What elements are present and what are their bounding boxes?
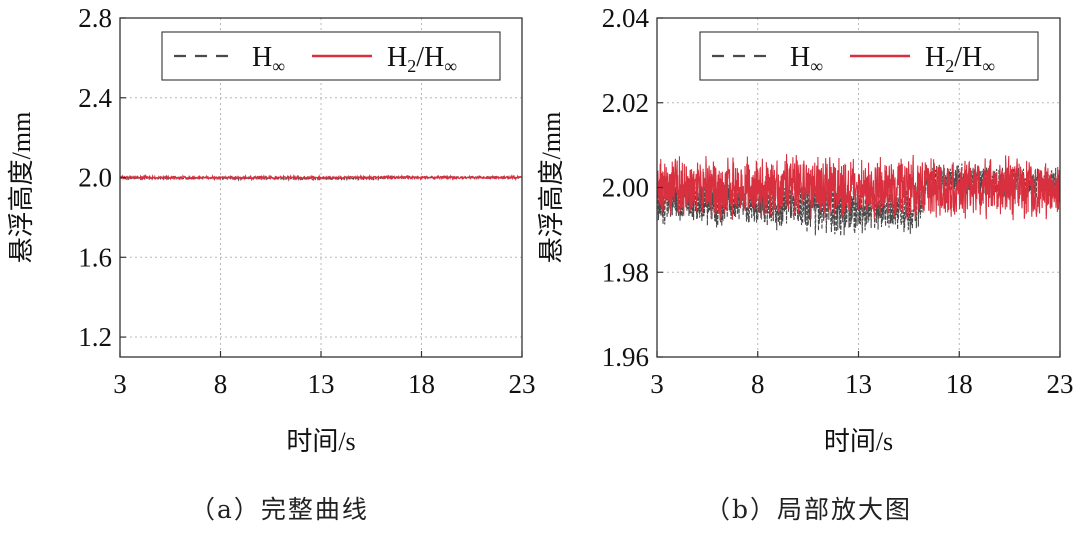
chart-b-x-tick-label: 18 bbox=[946, 369, 973, 399]
chart-a-y-tick-label: 2.0 bbox=[78, 163, 112, 193]
caption-a: （a）完整曲线 bbox=[190, 495, 369, 524]
chart-a-x-tick-label: 13 bbox=[308, 369, 335, 399]
chart-b-x-tick-label: 8 bbox=[751, 369, 765, 399]
chart-b-series-group bbox=[657, 154, 1060, 236]
chart-b-x-tick-label: 13 bbox=[845, 369, 872, 399]
chart-b-legend: H∞ H2/H∞ bbox=[699, 31, 1039, 81]
chart-a-legend-label-h2-h-inf: H2/H∞ bbox=[387, 42, 457, 76]
chart-b: 3 8 13 18 23 1.96 1.98 2.00 2.02 2.04 时间/s 悬浮高度/mm H… bbox=[537, 3, 1074, 456]
chart-a-x-tick-label: 3 bbox=[113, 369, 127, 399]
chart-b-x-axis-label: 时间/s bbox=[824, 427, 893, 456]
chart-a-legend: H∞ H2/H∞ bbox=[161, 31, 501, 81]
chart-b-legend-label-h-inf: H∞ bbox=[790, 42, 823, 76]
chart-b-y-axis-label: 悬浮高度/mm bbox=[537, 112, 566, 264]
chart-a-series-h2-h-inf bbox=[120, 173, 522, 182]
chart-b-y-tick-label: 2.00 bbox=[602, 173, 649, 203]
chart-b-y-tick-label: 2.02 bbox=[602, 88, 649, 118]
caption-b: （b）局部放大图 bbox=[705, 495, 913, 524]
chart-a-x-tick-label: 8 bbox=[214, 369, 228, 399]
chart-b-series-h2-h-inf bbox=[657, 154, 1060, 221]
chart-b-y-tick-label: 1.96 bbox=[602, 342, 649, 372]
chart-a-y-tick-label: 2.8 bbox=[78, 3, 112, 33]
chart-a-y-tick-label: 1.6 bbox=[78, 242, 112, 272]
chart-a-x-tick-label: 23 bbox=[509, 369, 536, 399]
chart-b-legend-label-h2-h-inf: H2/H∞ bbox=[925, 42, 995, 76]
chart-b-x-tick-label: 3 bbox=[650, 369, 664, 399]
chart-a-legend-label-h-inf: H∞ bbox=[252, 42, 285, 76]
chart-a-y-tick-label: 2.4 bbox=[78, 83, 112, 113]
chart-a-series-group bbox=[120, 173, 522, 182]
chart-a-x-axis-label: 时间/s bbox=[286, 427, 355, 456]
chart-b-x-tick-label: 23 bbox=[1047, 369, 1074, 399]
chart-b-y-tick-label: 1.98 bbox=[602, 257, 649, 287]
chart-b-y-tick-label: 2.04 bbox=[602, 3, 650, 33]
chart-a: 3 8 13 18 23 1.2 1.6 2.0 2.4 2.8 时间/s 悬浮高度/mm H∞ H2/H… bbox=[7, 3, 536, 456]
chart-a-y-axis-label: 悬浮高度/mm bbox=[7, 112, 36, 264]
chart-a-y-tick-label: 1.2 bbox=[78, 322, 112, 352]
chart-a-x-tick-label: 18 bbox=[408, 369, 435, 399]
